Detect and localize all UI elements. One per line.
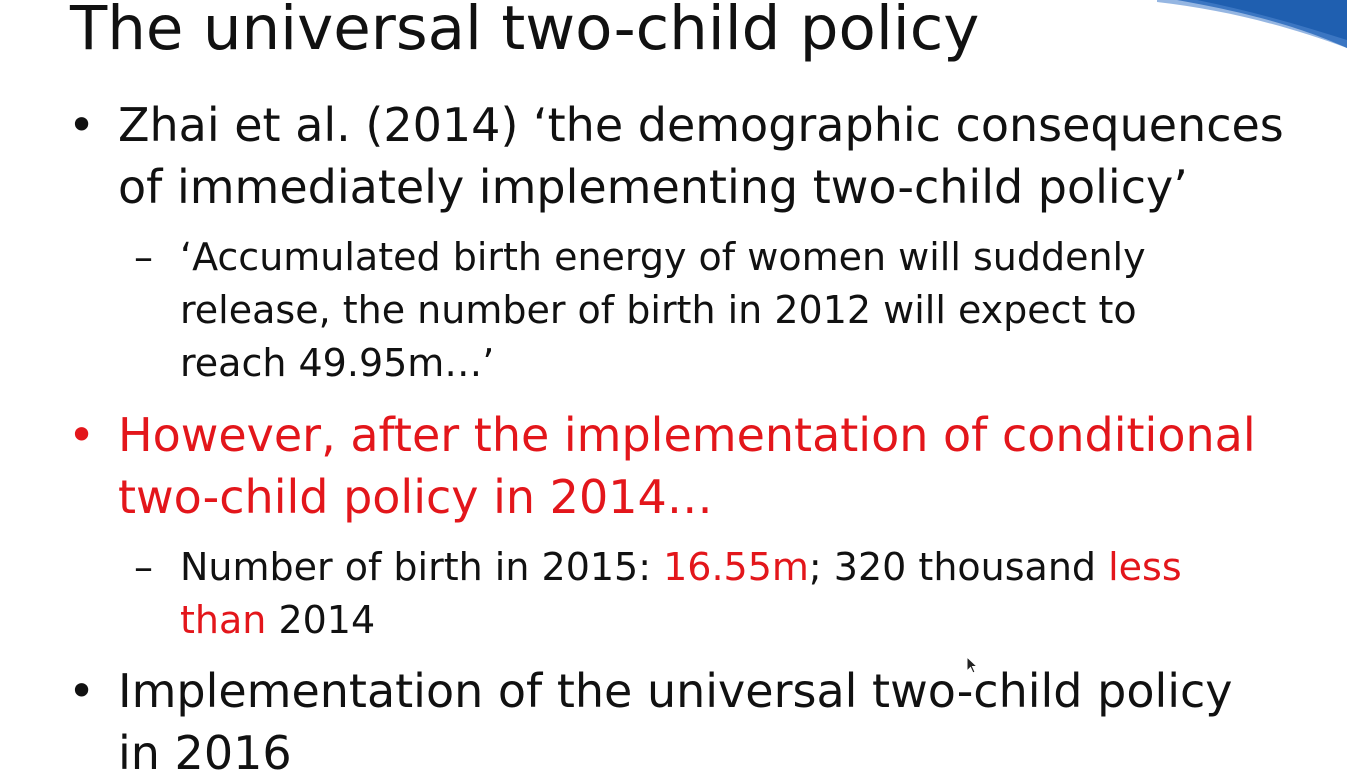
- than-text: than: [180, 598, 267, 642]
- subbullet-marker: –: [134, 545, 153, 589]
- blue-swoosh-decoration: [1157, 0, 1347, 48]
- subbullet-marker: –: [134, 235, 153, 279]
- mouse-cursor-icon: [966, 656, 978, 674]
- subbullet-1-line-3: reach 49.95m…’: [180, 341, 495, 385]
- subbullet-1-line-2: release, the number of birth in 2012 wil…: [180, 288, 1137, 332]
- birth-count-label: Number of birth in 2015:: [180, 545, 664, 589]
- birth-count-value: 16.55m: [663, 545, 809, 589]
- less-text: less: [1108, 545, 1182, 589]
- bullet-marker: •: [68, 664, 96, 718]
- subbullet-2-line-1: Number of birth in 2015: 16.55m; 320 tho…: [180, 540, 1182, 594]
- bullet-1-line-1: Zhai et al. (2014) ‘the demographic cons…: [118, 98, 1284, 152]
- bullet-marker: •: [68, 98, 96, 152]
- subbullet-2-line-2: than 2014: [180, 593, 375, 647]
- bullet-2-line-2: two-child policy in 2014…: [118, 470, 713, 524]
- subbullet-1-line-1: ‘Accumulated birth energy of women will …: [180, 235, 1146, 279]
- year-text: 2014: [266, 598, 376, 642]
- bullet-3-line-1: Implementation of the universal two-chil…: [118, 664, 1233, 718]
- bullet-3-line-2: in 2016: [118, 726, 292, 780]
- bullet-2-line-1: However, after the implementation of con…: [118, 408, 1256, 462]
- bullet-1-line-2: of immediately implementing two-child po…: [118, 160, 1188, 214]
- difference-text: ; 320 thousand: [808, 545, 1109, 589]
- slide-title: The universal two-child policy: [70, 0, 980, 64]
- bullet-marker-red: •: [68, 408, 96, 462]
